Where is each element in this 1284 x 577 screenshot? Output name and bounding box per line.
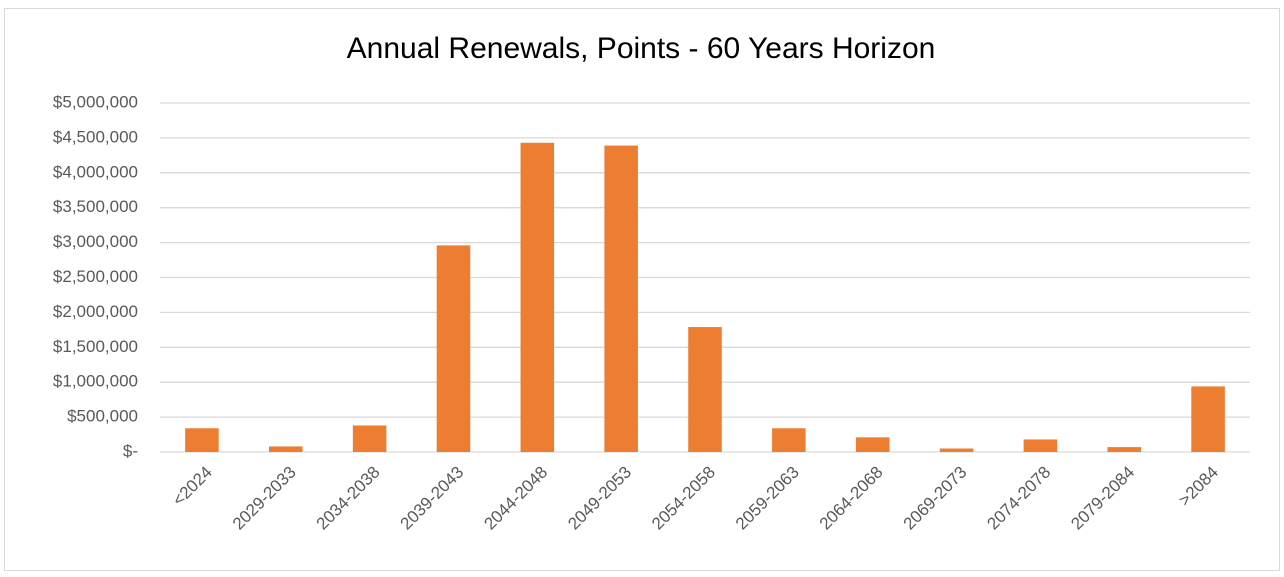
y-tick-label: $3,000,000 <box>53 232 138 251</box>
bar <box>855 437 890 452</box>
y-tick-label: $1,500,000 <box>53 337 138 356</box>
bar <box>436 245 471 452</box>
bar <box>772 428 806 452</box>
bar <box>1191 386 1225 452</box>
bar <box>352 425 387 452</box>
bar <box>688 327 722 452</box>
chart-title: Annual Renewals, Points - 60 Years Horiz… <box>347 32 936 65</box>
y-tick-label: $- <box>123 441 138 460</box>
y-tick-label: $4,500,000 <box>53 127 138 146</box>
y-tick-label: $500,000 <box>67 407 138 426</box>
bar <box>604 145 638 452</box>
bar <box>1107 447 1141 452</box>
y-tick-label: $2,000,000 <box>53 302 138 321</box>
bar <box>939 448 974 452</box>
y-tick-label: $2,500,000 <box>53 267 138 286</box>
bar <box>1023 439 1058 452</box>
y-tick-label: $5,000,000 <box>53 92 138 111</box>
bar <box>185 428 219 452</box>
bar <box>269 446 303 452</box>
chart-frame <box>4 8 1280 571</box>
y-tick-label: $1,000,000 <box>53 372 138 391</box>
y-tick-label: $3,500,000 <box>53 197 138 216</box>
bar <box>520 142 555 452</box>
y-tick-label: $4,000,000 <box>53 162 138 181</box>
